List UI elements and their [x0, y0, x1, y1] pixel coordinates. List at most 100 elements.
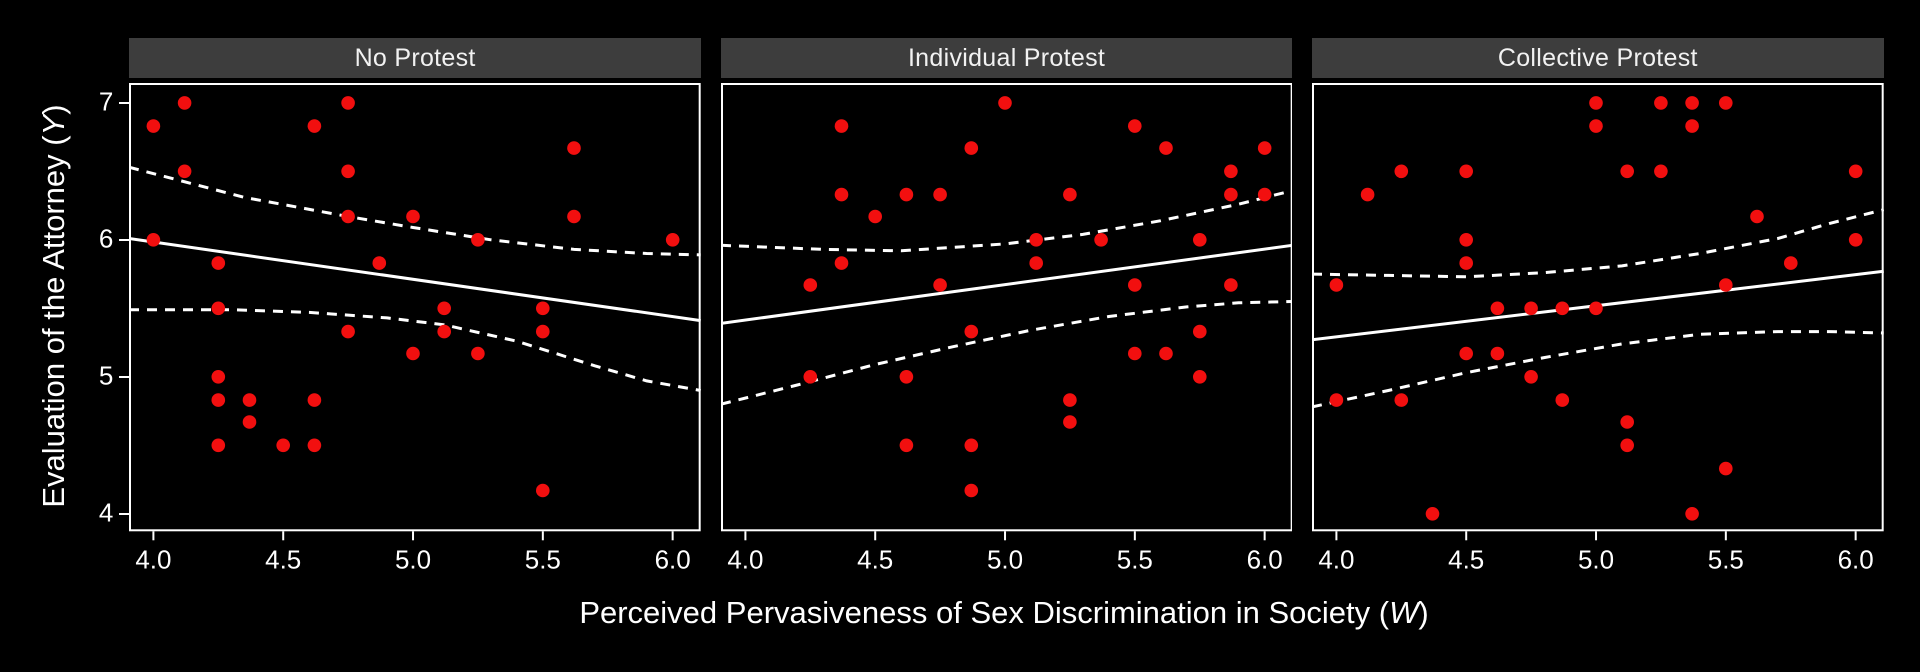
y-axis-tick: [119, 238, 130, 241]
data-point: [1620, 415, 1634, 429]
data-point: [372, 256, 387, 270]
panel-border: [720, 83, 1293, 532]
data-point: [834, 256, 848, 270]
data-point: [1718, 461, 1733, 476]
x-tick-label: 5.5: [1708, 544, 1744, 574]
x-tick-label: 4.0: [136, 544, 172, 574]
panel-background: [721, 84, 1292, 531]
x-tick-label: 4.5: [1448, 544, 1484, 574]
x-tick-label: 6.0: [655, 544, 691, 574]
data-point: [1257, 141, 1272, 155]
data-point: [1848, 233, 1863, 247]
data-point: [276, 438, 291, 453]
data-point: [471, 346, 485, 361]
data-point: [471, 233, 485, 247]
y-tick-label: 6: [98, 223, 114, 254]
data-point: [341, 324, 356, 339]
data-point: [1329, 393, 1344, 407]
data-point: [567, 209, 582, 224]
facet-panel-individual-protest: 4.0 4.5 5.0 5.5 6.0: [720, 83, 1293, 574]
data-point: [1459, 233, 1473, 247]
x-axis-title-text: Perceived Pervasiveness of Sex Discrimin…: [579, 595, 1390, 630]
data-point: [1127, 278, 1142, 292]
data-point: [178, 164, 192, 179]
facet-strip-collective-protest: Collective Protest: [1312, 38, 1884, 78]
data-point: [307, 393, 322, 407]
data-point: [211, 369, 226, 384]
data-point: [406, 346, 421, 361]
x-axis-title-close: ): [1418, 595, 1429, 630]
data-point: [964, 141, 978, 155]
panel-border: [1312, 83, 1884, 532]
data-point: [146, 233, 161, 247]
regression-fit-line: [720, 243, 1293, 325]
data-point: [406, 209, 421, 224]
facet-strip-individual-protest: Individual Protest: [720, 38, 1293, 78]
data-point: [1555, 393, 1570, 407]
data-point: [1524, 301, 1538, 316]
ci-upper-dashed-line: [1312, 208, 1884, 279]
data-point: [178, 96, 192, 110]
data-point: [1158, 141, 1173, 155]
x-tick-label: 4.0: [1318, 544, 1354, 574]
facet-panel-collective-protest: 4.0 4.5 5.0 5.5 6.0: [1312, 83, 1884, 574]
data-point: [1029, 256, 1043, 270]
x-tick-label: 6.0: [1838, 544, 1874, 574]
data-point: [437, 301, 452, 316]
data-point: [803, 369, 817, 384]
x-tick-label: 4.0: [727, 544, 763, 574]
data-point: [899, 369, 913, 384]
data-point: [1685, 96, 1699, 110]
data-point: [1459, 346, 1473, 361]
data-point: [1620, 438, 1634, 453]
data-point: [1524, 369, 1538, 384]
ci-lower-dashed-line: [720, 300, 1293, 406]
y-axis-variable: Y: [36, 114, 71, 136]
data-point: [1459, 256, 1473, 270]
data-point: [536, 483, 550, 498]
facet-title-collective-protest: Collective Protest: [1497, 43, 1698, 72]
data-point: [242, 393, 257, 407]
data-point: [964, 324, 978, 339]
y-axis-title-text: Evaluation of the Attorney (: [36, 135, 71, 508]
data-point: [1718, 96, 1733, 110]
data-point: [1158, 346, 1173, 361]
facet-strip-no-protest: No Protest: [129, 38, 701, 78]
y-tick-label: 7: [98, 86, 114, 117]
regression-fit-line: [129, 237, 701, 323]
data-point: [1394, 393, 1409, 407]
y-tick-label: 5: [98, 360, 114, 391]
data-point: [1685, 506, 1699, 521]
x-tick-label: 5.0: [1578, 544, 1614, 574]
data-point: [932, 278, 947, 292]
data-point: [964, 483, 978, 498]
data-point: [1223, 164, 1238, 179]
data-point: [666, 233, 680, 247]
data-point: [1093, 233, 1108, 247]
data-point: [1848, 164, 1863, 179]
data-point: [1062, 393, 1077, 407]
data-point: [211, 256, 226, 270]
data-point: [1192, 233, 1207, 247]
y-tick-label: 4: [98, 497, 114, 528]
data-point: [1654, 164, 1668, 179]
panel-border: [129, 83, 701, 532]
data-point: [1029, 233, 1043, 247]
x-axis-variable: W: [1389, 595, 1419, 630]
data-point: [1685, 119, 1699, 133]
data-point: [868, 209, 882, 224]
data-point: [1589, 301, 1603, 316]
data-point: [211, 438, 226, 453]
x-tick-label: 5.5: [1116, 544, 1152, 574]
data-point: [1394, 164, 1409, 179]
y-axis-title: Evaluation of the Attorney (Y): [36, 104, 72, 507]
data-point: [437, 324, 452, 339]
x-tick-label: 5.0: [987, 544, 1023, 574]
data-point: [242, 415, 257, 429]
ci-upper-dashed-line: [720, 189, 1293, 253]
ci-lower-dashed-line: [129, 308, 701, 392]
data-point: [834, 187, 848, 202]
data-point: [899, 438, 913, 453]
data-point: [834, 119, 848, 133]
